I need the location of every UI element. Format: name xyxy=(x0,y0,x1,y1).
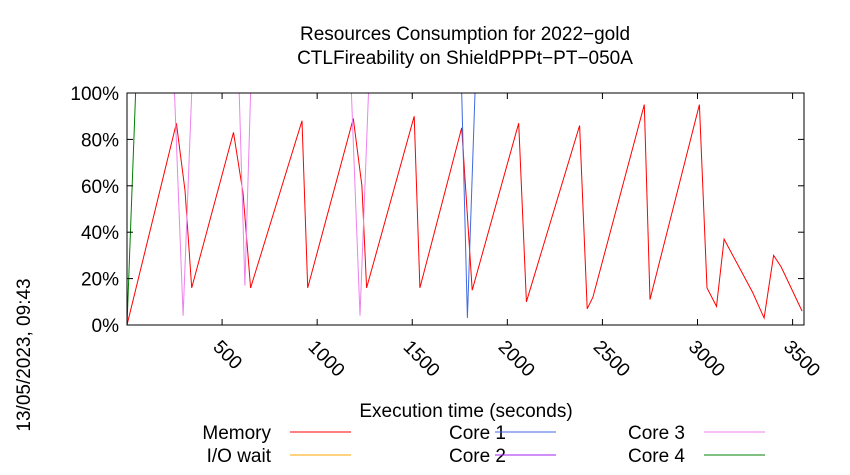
y-tick-label: 80% xyxy=(81,130,119,151)
plot-frame xyxy=(126,92,805,326)
x-tick-label: 2000 xyxy=(494,337,539,382)
legend-label-i-o-wait: I/O wait xyxy=(207,446,272,467)
x-axis-label: Execution time (seconds) xyxy=(359,401,572,422)
x-tick-label: 3500 xyxy=(779,337,824,382)
x-tick-label: 1000 xyxy=(304,337,349,382)
x-tick-label: 500 xyxy=(209,337,246,374)
x-tick-label: 2500 xyxy=(589,337,634,382)
chart-title: Resources Consumption for 2022−gold xyxy=(300,24,630,45)
y-tick-label: 60% xyxy=(81,177,119,198)
legend-label-core-4: Core 4 xyxy=(628,446,685,467)
x-tick-label: 3000 xyxy=(684,337,729,382)
y-tick-label: 40% xyxy=(81,223,119,244)
legend-label-core-1: Core 1 xyxy=(449,423,506,444)
y-axis: 0% 20% 40% 60% 80% 100% xyxy=(70,84,804,337)
chart-subtitle: CTLFireability on ShieldPPPt−PT−050A xyxy=(297,48,633,69)
legend-label-core-3: Core 3 xyxy=(628,423,685,444)
x-axis: 500 1000 1500 2000 2500 3000 3500 xyxy=(209,93,824,381)
y-tick-label: 0% xyxy=(92,316,120,337)
series-line-core-4 xyxy=(127,92,804,326)
series-line-core-3 xyxy=(174,92,369,316)
series-line-memory xyxy=(127,104,803,326)
x-tick-label: 1500 xyxy=(399,337,444,382)
legend-label-memory: Memory xyxy=(202,423,271,444)
y-tick-label: 100% xyxy=(70,84,119,105)
timestamp-label: 13/05/2023, 09:43 xyxy=(14,278,35,431)
series-line-core-1 xyxy=(461,92,476,319)
plot-lines xyxy=(127,92,804,326)
y-tick-label: 20% xyxy=(81,270,119,291)
legend-label-core-2: Core 2 xyxy=(449,446,506,467)
